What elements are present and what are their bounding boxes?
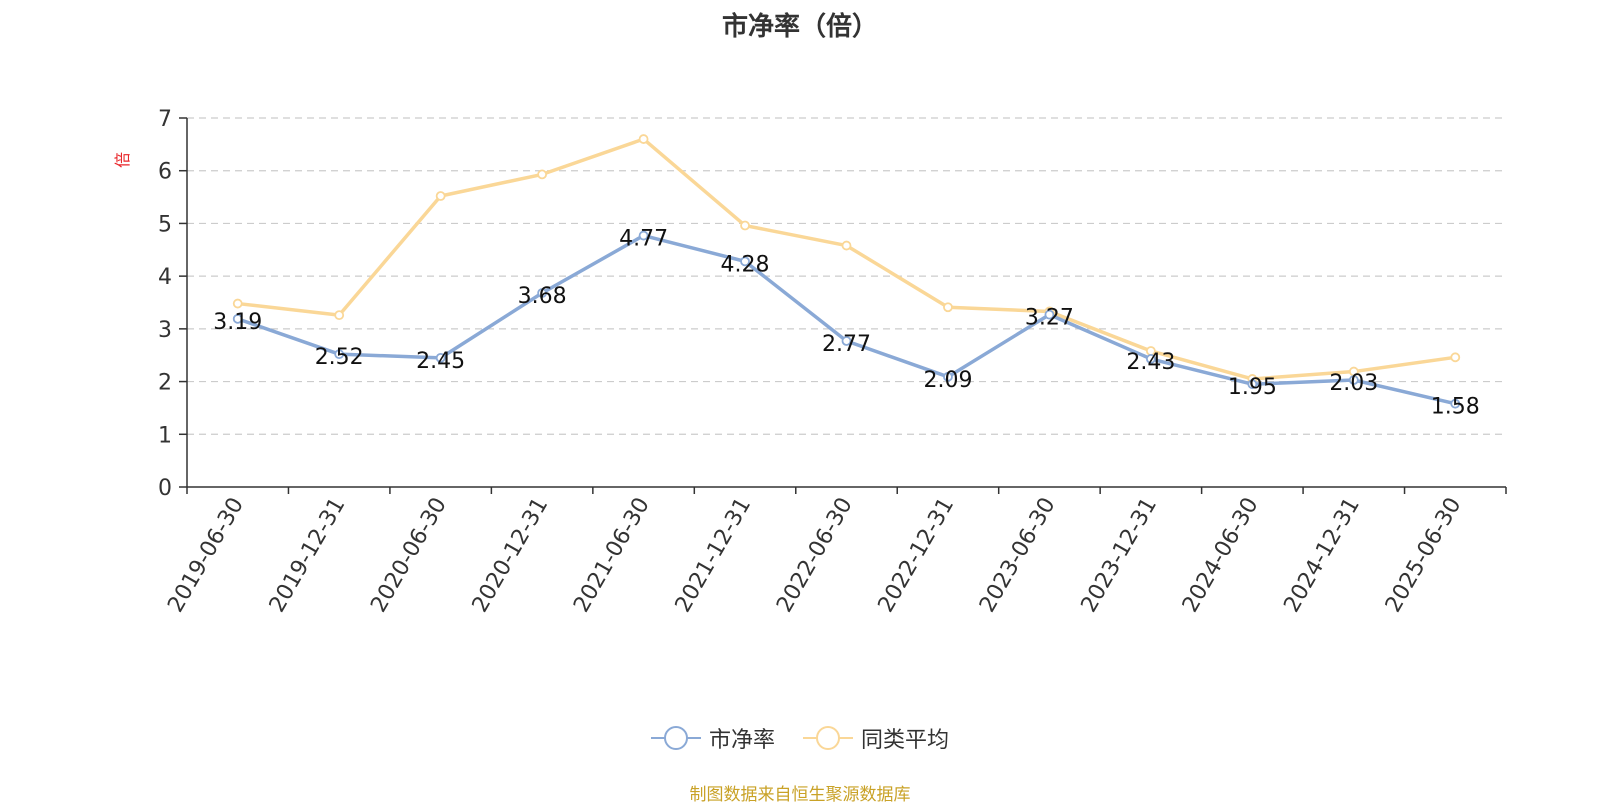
- legend: 市净率 同类平均: [0, 722, 1600, 754]
- data-point-series1: [638, 230, 649, 241]
- chart-title: 市净率（倍）: [721, 12, 878, 42]
- legend-marker-series2-icon: [803, 726, 853, 750]
- data-point-series2: [1450, 352, 1461, 363]
- grid-lines: [187, 117, 1506, 435]
- data-labels: 3.19 2.52 2.45 3.68 4.77 4.28 2.77 2.09 3.27 2.43…: [213, 227, 1480, 420]
- y-tick-label: 2: [158, 371, 172, 396]
- y-tick-label: 1: [158, 423, 172, 448]
- data-label: 4.28: [721, 252, 770, 277]
- data-label: 2.45: [416, 349, 465, 374]
- x-tick-label: 2021-12-31: [671, 494, 757, 617]
- data-point-series1: [435, 352, 446, 363]
- x-tick-label: 2023-12-31: [1077, 494, 1163, 617]
- data-label: 3.68: [518, 284, 567, 309]
- data-point-series2: [740, 220, 750, 231]
- legend-item-series2[interactable]: 同类平均: [803, 722, 949, 754]
- data-point-series1: [1450, 398, 1461, 409]
- x-tick-label: 2024-12-31: [1279, 494, 1365, 617]
- data-point-series1: [1348, 375, 1359, 385]
- data-point-series1: [1145, 354, 1156, 364]
- data-point-series2: [537, 169, 548, 180]
- x-tick-label: 2021-06-30: [569, 494, 655, 617]
- x-tick-label: 2019-06-30: [163, 494, 249, 617]
- data-label: 2.52: [315, 345, 364, 370]
- series-lines: [232, 134, 1461, 409]
- data-point-series2: [435, 191, 446, 201]
- data-label: 2.77: [822, 332, 871, 357]
- data-point-series1: [537, 288, 548, 298]
- data-point-series2: [232, 298, 243, 309]
- y-tick-label: 3: [158, 318, 172, 343]
- data-point-series1: [232, 313, 243, 324]
- data-label: 3.19: [213, 310, 262, 335]
- data-point-series1: [740, 256, 750, 267]
- data-point-series2: [334, 310, 345, 321]
- legend-item-series1[interactable]: 市净率: [650, 722, 775, 754]
- x-tick-label: 2020-06-30: [366, 493, 452, 616]
- data-point-series2: [638, 134, 649, 144]
- data-point-series1: [943, 371, 953, 382]
- y-tick-label: 0: [158, 476, 172, 501]
- data-label: 2.09: [923, 368, 972, 393]
- x-tick-label: 2020-12-31: [468, 494, 554, 617]
- y-tick-label: 6: [158, 160, 172, 185]
- x-tick-label: 2025-06-30: [1381, 494, 1467, 617]
- data-point-series2: [943, 302, 953, 313]
- legend-label-series1: 市净率: [708, 728, 775, 753]
- y-tick-label: 5: [158, 212, 172, 237]
- data-point-series1: [334, 349, 345, 360]
- data-point-series1: [1247, 379, 1258, 390]
- data-label: 3.27: [1025, 306, 1074, 331]
- data-point-series1: [841, 336, 852, 346]
- x-tick-label: 2022-12-31: [874, 494, 960, 617]
- y-tick-label: 4: [158, 265, 172, 290]
- x-tick-label: 2024-06-30: [1178, 494, 1264, 617]
- x-tick-label: 2019-12-31: [265, 494, 351, 617]
- data-label: 4.77: [619, 227, 668, 252]
- x-tick-label: 2023-06-30: [975, 494, 1061, 617]
- legend-label-series2: 同类平均: [861, 728, 950, 753]
- y-axis-title: 倍: [113, 152, 132, 168]
- data-label: 1.95: [1228, 375, 1277, 400]
- data-point-series2: [841, 240, 852, 251]
- data-label: 2.43: [1126, 350, 1175, 375]
- source-note: 制图数据来自恒生聚源数据库: [689, 785, 911, 805]
- legend-marker-series1-icon: [650, 726, 701, 750]
- data-point-series1: [1044, 309, 1055, 320]
- x-tick-label: 2022-06-30: [772, 494, 858, 617]
- data-label: 2.03: [1329, 371, 1378, 396]
- y-tick-label: 7: [158, 107, 172, 132]
- data-label: 1.58: [1431, 395, 1480, 420]
